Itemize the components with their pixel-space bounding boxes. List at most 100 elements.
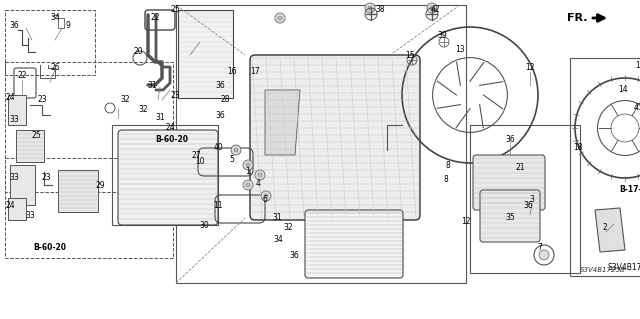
Bar [8,95,26,125]
Text: 36: 36 [505,136,515,145]
Text: 19: 19 [635,61,640,70]
Circle shape [275,13,285,23]
FancyBboxPatch shape [473,155,545,210]
Bar [58,170,98,212]
Text: 21: 21 [515,164,525,173]
Text: FR.: FR. [568,13,588,23]
Text: 15: 15 [405,50,415,60]
Bar [10,165,35,205]
Polygon shape [595,208,625,252]
Text: 3: 3 [529,196,534,204]
Text: 35: 35 [505,213,515,222]
Text: 8: 8 [445,160,451,169]
Text: B-60-20: B-60-20 [156,136,189,145]
Bar [176,5,466,283]
Text: 1: 1 [246,167,250,176]
Text: 7: 7 [538,243,543,253]
Text: 4: 4 [255,179,260,188]
Text: 34: 34 [50,13,60,23]
Text: 39: 39 [437,31,447,40]
Bar [5,158,173,258]
Text: 33: 33 [25,211,35,219]
Text: S3V4B1725B: S3V4B1725B [580,267,626,273]
Circle shape [255,170,265,180]
Text: 23: 23 [41,174,51,182]
Circle shape [365,3,375,13]
Circle shape [243,180,253,190]
Bar [112,125,218,225]
Text: 24: 24 [5,93,15,102]
Bar [178,10,233,98]
Circle shape [430,6,434,10]
Text: 41: 41 [633,103,640,113]
Text: 20: 20 [133,48,143,56]
Text: B-60-20: B-60-20 [33,243,67,253]
Text: 8: 8 [444,175,449,184]
FancyBboxPatch shape [118,130,218,225]
Text: 38: 38 [375,5,385,14]
Text: 32: 32 [138,106,148,115]
Text: 18: 18 [573,144,583,152]
Text: 27: 27 [191,151,201,160]
Bar [570,58,640,276]
Text: 42: 42 [430,5,440,14]
Text: B-17-30: B-17-30 [620,186,640,195]
Text: 34: 34 [273,235,283,244]
Text: 36: 36 [289,250,299,259]
Text: 33: 33 [9,174,19,182]
Text: 23: 23 [37,95,47,105]
FancyBboxPatch shape [480,190,540,242]
FancyBboxPatch shape [250,55,420,220]
FancyBboxPatch shape [305,210,403,278]
Text: 2: 2 [603,224,607,233]
Text: 13: 13 [455,46,465,55]
Circle shape [246,163,250,167]
Bar [16,130,44,162]
Polygon shape [265,90,300,155]
Circle shape [368,6,372,10]
Text: 12: 12 [525,63,535,72]
Text: 31: 31 [272,213,282,222]
Text: 17: 17 [250,68,260,77]
Text: 16: 16 [227,68,237,77]
Circle shape [427,3,437,13]
Circle shape [264,194,268,198]
Text: 29: 29 [95,181,105,189]
Text: 5: 5 [230,155,234,165]
Circle shape [243,160,253,170]
Circle shape [278,16,282,20]
Text: 12: 12 [461,218,471,226]
Text: S3V4B1725B: S3V4B1725B [607,263,640,272]
Circle shape [539,250,549,260]
Text: 24: 24 [5,201,15,210]
Text: 40: 40 [213,144,223,152]
Text: 11: 11 [213,201,223,210]
Text: 33: 33 [9,115,19,124]
Text: 32: 32 [120,95,130,105]
Text: 22: 22 [17,70,27,79]
Text: 31: 31 [155,114,165,122]
Text: 14: 14 [618,85,628,94]
Circle shape [258,173,262,177]
Text: 36: 36 [215,80,225,90]
Circle shape [261,191,271,201]
Text: 36: 36 [215,110,225,120]
Circle shape [231,145,241,155]
Text: 26: 26 [50,63,60,72]
Text: 32: 32 [283,224,293,233]
Text: 10: 10 [195,158,205,167]
Text: 23: 23 [170,91,180,100]
Text: 28: 28 [220,95,230,105]
Text: 9: 9 [65,21,70,31]
Text: 25: 25 [31,130,41,139]
Text: 36: 36 [523,201,533,210]
Text: 24: 24 [165,123,175,132]
Text: 25: 25 [170,5,180,14]
Circle shape [234,148,238,152]
Text: 22: 22 [150,13,160,23]
Text: 30: 30 [199,220,209,229]
Bar [8,198,26,220]
Bar [470,125,580,273]
Bar [5,62,173,192]
Bar [5,10,95,75]
